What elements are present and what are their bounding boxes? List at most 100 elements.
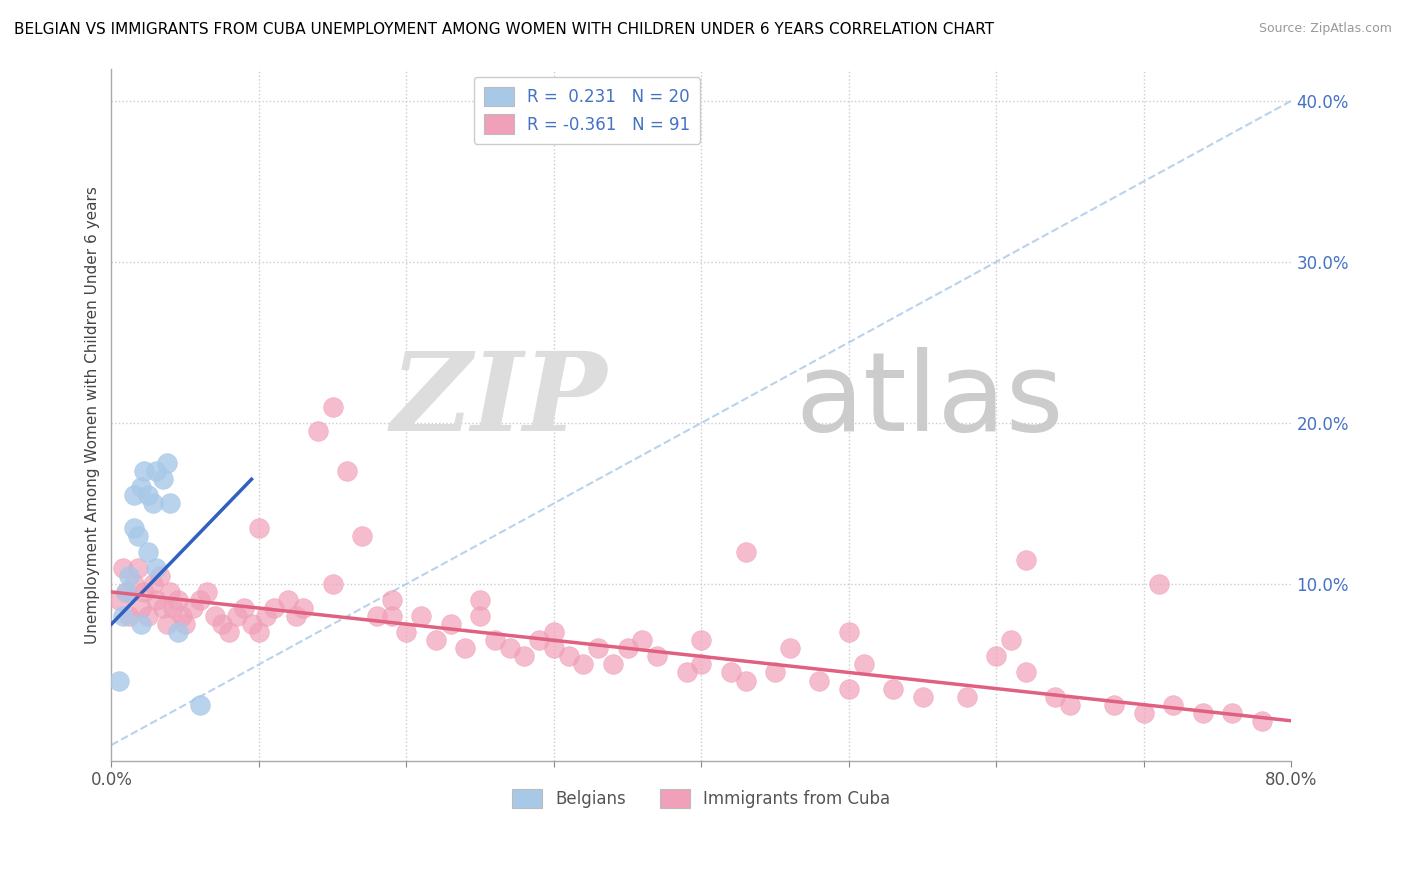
Point xyxy=(1133,706,1156,720)
Text: Source: ZipAtlas.com: Source: ZipAtlas.com xyxy=(1258,22,1392,36)
Point xyxy=(149,569,172,583)
Point xyxy=(734,673,756,688)
Point xyxy=(211,617,233,632)
Legend: Belgians, Immigrants from Cuba: Belgians, Immigrants from Cuba xyxy=(506,782,897,815)
Point xyxy=(779,641,801,656)
Text: atlas: atlas xyxy=(796,348,1064,454)
Point xyxy=(484,633,506,648)
Point xyxy=(1045,690,1067,704)
Point xyxy=(572,657,595,672)
Point xyxy=(1015,665,1038,680)
Point xyxy=(152,601,174,615)
Point xyxy=(322,577,344,591)
Point xyxy=(107,593,129,607)
Point xyxy=(1015,553,1038,567)
Point xyxy=(115,585,138,599)
Point xyxy=(132,585,155,599)
Point xyxy=(543,641,565,656)
Point xyxy=(838,625,860,640)
Point xyxy=(136,544,159,558)
Point xyxy=(136,488,159,502)
Point xyxy=(112,561,135,575)
Point xyxy=(470,609,492,624)
Point xyxy=(132,464,155,478)
Point xyxy=(218,625,240,640)
Point xyxy=(911,690,934,704)
Y-axis label: Unemployment Among Women with Children Under 6 years: Unemployment Among Women with Children U… xyxy=(86,186,100,644)
Point xyxy=(1222,706,1244,720)
Point xyxy=(366,609,388,624)
Point xyxy=(115,585,138,599)
Point xyxy=(586,641,609,656)
Point xyxy=(352,528,374,542)
Point xyxy=(156,617,179,632)
Point xyxy=(129,480,152,494)
Point xyxy=(956,690,979,704)
Point xyxy=(122,577,145,591)
Point xyxy=(263,601,285,615)
Point xyxy=(277,593,299,607)
Point xyxy=(720,665,742,680)
Point xyxy=(174,617,197,632)
Point xyxy=(527,633,550,648)
Point xyxy=(142,577,165,591)
Point xyxy=(129,601,152,615)
Point xyxy=(645,649,668,664)
Text: BELGIAN VS IMMIGRANTS FROM CUBA UNEMPLOYMENT AMONG WOMEN WITH CHILDREN UNDER 6 Y: BELGIAN VS IMMIGRANTS FROM CUBA UNEMPLOY… xyxy=(14,22,994,37)
Point xyxy=(162,601,184,615)
Point xyxy=(166,625,188,640)
Point xyxy=(557,649,579,664)
Point xyxy=(142,496,165,510)
Point xyxy=(395,625,418,640)
Point xyxy=(152,472,174,486)
Point xyxy=(675,665,697,680)
Point xyxy=(381,609,404,624)
Point xyxy=(440,617,463,632)
Point xyxy=(188,593,211,607)
Point xyxy=(307,424,329,438)
Point xyxy=(166,593,188,607)
Point xyxy=(1192,706,1215,720)
Point xyxy=(322,400,344,414)
Point xyxy=(181,601,204,615)
Point xyxy=(1147,577,1170,591)
Point xyxy=(852,657,875,672)
Point xyxy=(254,609,277,624)
Point xyxy=(1104,698,1126,712)
Point xyxy=(454,641,477,656)
Point xyxy=(127,561,149,575)
Point xyxy=(172,609,194,624)
Point xyxy=(284,609,307,624)
Point xyxy=(381,593,404,607)
Point xyxy=(118,609,141,624)
Point xyxy=(159,585,181,599)
Point xyxy=(602,657,624,672)
Point xyxy=(145,561,167,575)
Point xyxy=(513,649,536,664)
Point xyxy=(204,609,226,624)
Point xyxy=(122,520,145,534)
Point xyxy=(107,673,129,688)
Point xyxy=(882,681,904,696)
Point xyxy=(1251,714,1274,728)
Point xyxy=(247,520,270,534)
Point xyxy=(122,488,145,502)
Point xyxy=(195,585,218,599)
Point xyxy=(145,593,167,607)
Point xyxy=(127,528,149,542)
Text: ZIP: ZIP xyxy=(391,347,607,455)
Point xyxy=(616,641,638,656)
Point xyxy=(1000,633,1022,648)
Point xyxy=(734,544,756,558)
Point xyxy=(425,633,447,648)
Point xyxy=(411,609,433,624)
Point xyxy=(156,456,179,470)
Point xyxy=(112,609,135,624)
Point xyxy=(145,464,167,478)
Point xyxy=(763,665,786,680)
Point xyxy=(986,649,1008,664)
Point xyxy=(470,593,492,607)
Point xyxy=(159,496,181,510)
Point xyxy=(838,681,860,696)
Point xyxy=(247,625,270,640)
